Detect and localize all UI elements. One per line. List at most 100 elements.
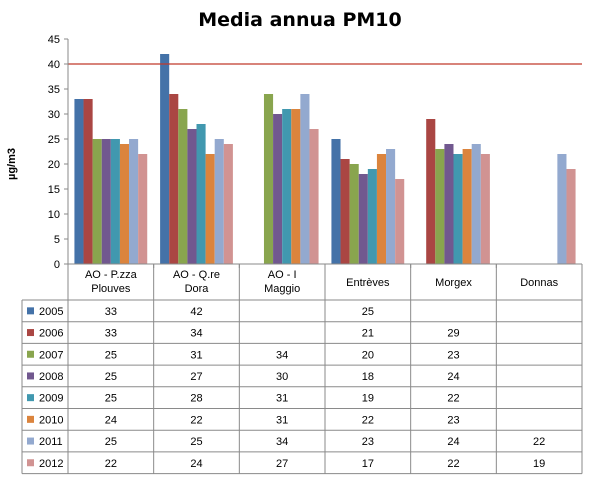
bar: [273, 114, 283, 264]
bar: [129, 139, 139, 264]
bar: [300, 94, 310, 264]
y-tick-label: 45: [48, 34, 60, 46]
table-value: 31: [276, 393, 288, 405]
bar: [160, 54, 170, 264]
table-value: 34: [190, 328, 202, 340]
legend-label: 2006: [39, 328, 63, 340]
bar: [138, 154, 148, 264]
legend-label: 2008: [39, 371, 63, 383]
table-value: 34: [276, 436, 288, 448]
table-value: 23: [447, 414, 459, 426]
data-table: AO - P.zza Plouves AO - Q.re Dora AO - I Magg…: [21, 263, 583, 475]
table-value: 34: [276, 349, 288, 361]
legend-swatch: [27, 394, 34, 402]
category-label: AO - I Maggio: [264, 269, 300, 295]
bar: [291, 109, 301, 264]
bar: [196, 124, 206, 264]
bar: [557, 154, 567, 264]
plot-area: 0 5 10 15 20 25 30 35 40 45: [48, 34, 582, 271]
table-value: 17: [362, 458, 374, 470]
bar: [480, 154, 490, 264]
table-value: 25: [105, 371, 117, 383]
table-value: 24: [190, 458, 202, 470]
table-value: 21: [362, 328, 374, 340]
category-label: Morgex: [435, 277, 472, 289]
table-value: 25: [362, 306, 374, 318]
table-value: 22: [533, 436, 545, 448]
bar: [566, 169, 576, 264]
table-value: 23: [447, 349, 459, 361]
table-value: 27: [190, 371, 202, 383]
category-label: Donnas: [520, 277, 558, 289]
y-tick-label: 20: [48, 159, 60, 171]
bar: [435, 149, 445, 264]
y-tick-label: 25: [48, 134, 60, 146]
bar: [92, 139, 102, 264]
bar: [83, 99, 93, 264]
category-label: AO - Q.re Dora: [173, 269, 220, 295]
bar: [205, 154, 215, 264]
y-axis-label: µg/m3: [6, 148, 18, 180]
bar: [395, 179, 405, 264]
y-tick-label: 15: [48, 184, 60, 196]
bar: [453, 154, 463, 264]
bar: [309, 129, 319, 264]
table-value: 24: [447, 371, 459, 383]
bar: [187, 129, 197, 264]
bar: [331, 139, 341, 264]
bar: [74, 99, 84, 264]
bar: [214, 139, 224, 264]
table-value: 25: [105, 393, 117, 405]
table-value: 42: [190, 306, 202, 318]
table-value: 25: [190, 436, 202, 448]
bar: [358, 174, 368, 264]
bar: [426, 119, 436, 264]
bar: [169, 94, 179, 264]
table-value: 31: [190, 349, 202, 361]
bar: [367, 169, 377, 264]
bar: [349, 164, 359, 264]
table-value: 20: [362, 349, 374, 361]
y-tick-label: 30: [48, 109, 60, 121]
y-tick-label: 0: [54, 259, 60, 271]
bar: [263, 94, 274, 264]
table-value: 25: [105, 436, 117, 448]
table-value: 28: [190, 393, 202, 405]
chart-title: Media annua PM10: [198, 9, 401, 31]
y-tick-label: 10: [48, 209, 60, 221]
table-value: 22: [447, 393, 459, 405]
table-value: 24: [447, 436, 459, 448]
bar: [178, 109, 188, 264]
table-value: 19: [362, 393, 374, 405]
legend-label: 2012: [39, 458, 63, 470]
legend-swatch: [27, 372, 34, 380]
bar: [101, 139, 111, 264]
y-tick-label: 40: [48, 59, 60, 71]
table-value: 22: [362, 414, 374, 426]
legend-label: 2011: [39, 436, 63, 448]
legend-swatch: [27, 307, 34, 315]
legend-swatch: [27, 329, 34, 337]
bar: [223, 144, 233, 264]
table-value: 22: [190, 414, 202, 426]
table-value: 27: [276, 458, 288, 470]
table-value: 18: [362, 371, 374, 383]
bar: [386, 149, 396, 264]
table-value: 22: [447, 458, 459, 470]
table-value: 29: [447, 328, 459, 340]
legend-swatch: [27, 459, 34, 467]
table-value: 33: [105, 306, 117, 318]
bar: [282, 109, 292, 264]
legend-swatch: [27, 437, 34, 445]
legend-swatch: [27, 415, 34, 423]
table-value: 25: [105, 349, 117, 361]
bar: [471, 144, 481, 264]
bar: [376, 154, 387, 264]
table-value: 33: [105, 328, 117, 340]
category-label: Entrèves: [346, 277, 390, 289]
legend-swatch: [27, 350, 34, 358]
table-value: 23: [362, 436, 374, 448]
table-value: 31: [276, 414, 288, 426]
legend-label: 2010: [39, 414, 63, 426]
